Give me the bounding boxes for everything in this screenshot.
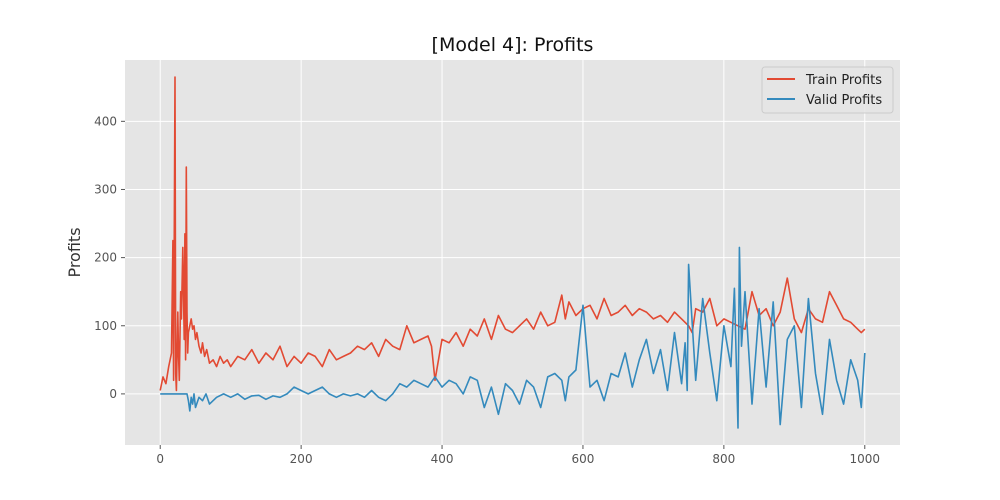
x-tick-label: 0 [156, 452, 164, 466]
series-line-valid-profits [160, 246, 866, 429]
series-line-train-profits [159, 76, 866, 392]
y-tick-label: 100 [94, 319, 117, 333]
y-tick-label: 300 [94, 182, 117, 196]
y-axis-label: Profits [65, 227, 84, 277]
y-axis-ticks: 0 100 200 300 400 [94, 114, 125, 401]
legend-entry: Valid Profits [806, 93, 882, 108]
x-tick-label: 600 [572, 452, 595, 466]
x-tick-label: 400 [431, 452, 454, 466]
x-tick-label: 200 [290, 452, 313, 466]
x-axis-ticks: 0 200 400 600 800 1000 [156, 445, 880, 466]
y-tick-label: 0 [109, 387, 117, 401]
grid-lines [125, 60, 900, 445]
x-tick-label: 800 [712, 452, 735, 466]
x-tick-label: 1000 [849, 452, 880, 466]
series-layer [159, 76, 866, 429]
legend: Train Profits Valid Profits [761, 66, 894, 114]
y-tick-label: 200 [94, 251, 117, 265]
legend-entry: Train Profits [805, 73, 882, 88]
chart-title: [Model 4]: Profits [432, 34, 594, 56]
plot-background [125, 60, 900, 445]
y-tick-label: 400 [94, 114, 117, 128]
